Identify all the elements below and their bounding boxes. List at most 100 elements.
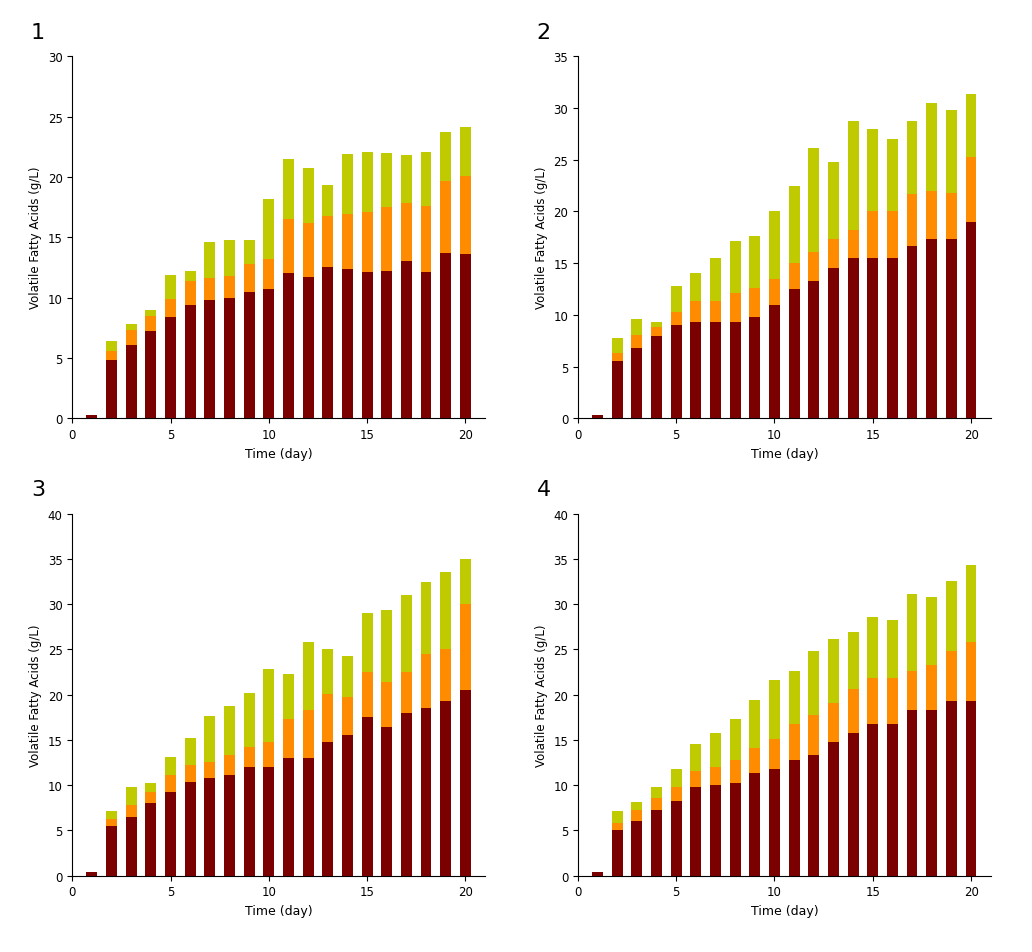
Bar bbox=[322, 216, 333, 268]
Bar bbox=[224, 776, 235, 876]
Bar bbox=[401, 205, 412, 262]
Bar bbox=[671, 287, 681, 312]
Bar bbox=[632, 822, 642, 876]
Bar bbox=[788, 289, 800, 419]
Bar bbox=[730, 783, 741, 876]
Bar bbox=[185, 765, 196, 782]
Bar bbox=[769, 769, 780, 876]
Bar bbox=[710, 323, 721, 419]
Bar bbox=[322, 694, 333, 742]
Bar bbox=[651, 323, 662, 327]
Bar bbox=[612, 823, 622, 830]
Bar bbox=[671, 787, 681, 801]
Bar bbox=[769, 681, 780, 740]
Bar bbox=[302, 710, 314, 758]
Bar bbox=[671, 769, 681, 787]
Bar bbox=[927, 597, 937, 665]
Bar bbox=[946, 193, 957, 240]
Bar bbox=[165, 792, 175, 876]
Bar bbox=[966, 223, 976, 419]
Bar bbox=[185, 306, 196, 419]
Bar bbox=[710, 302, 721, 323]
Bar bbox=[788, 187, 800, 264]
Y-axis label: Volatile Fatty Acids (g/L): Volatile Fatty Acids (g/L) bbox=[29, 624, 42, 766]
Bar bbox=[710, 259, 721, 302]
Bar bbox=[421, 708, 431, 876]
Bar bbox=[263, 199, 275, 260]
Bar bbox=[808, 149, 819, 252]
Bar bbox=[867, 212, 878, 259]
Bar bbox=[224, 705, 235, 756]
Bar bbox=[263, 289, 275, 419]
Bar bbox=[342, 269, 353, 419]
Bar bbox=[185, 782, 196, 876]
Bar bbox=[690, 787, 702, 876]
Bar bbox=[769, 306, 780, 419]
Bar bbox=[302, 278, 314, 419]
Bar bbox=[224, 298, 235, 419]
Bar bbox=[283, 220, 294, 274]
Bar bbox=[361, 212, 373, 273]
Bar bbox=[342, 215, 353, 269]
Bar bbox=[361, 614, 373, 672]
Bar bbox=[421, 273, 431, 419]
Bar bbox=[283, 720, 294, 758]
Bar bbox=[244, 292, 255, 419]
Bar bbox=[382, 153, 392, 208]
Bar bbox=[730, 242, 741, 294]
Bar bbox=[421, 152, 431, 207]
Bar bbox=[146, 332, 156, 419]
Bar bbox=[966, 157, 976, 223]
Legend: Acetic Acid (g/L), Propionic Acid (g/L), Butyric Acid (g/L): Acetic Acid (g/L), Propionic Acid (g/L),… bbox=[604, 526, 753, 580]
Bar bbox=[730, 323, 741, 419]
Bar bbox=[966, 702, 976, 876]
Bar bbox=[126, 346, 136, 419]
Bar bbox=[651, 787, 662, 798]
Bar bbox=[867, 724, 878, 876]
Bar bbox=[710, 767, 721, 785]
Bar bbox=[106, 812, 117, 819]
Bar bbox=[283, 160, 294, 220]
Bar bbox=[204, 279, 216, 301]
Bar bbox=[690, 302, 702, 323]
Bar bbox=[730, 760, 741, 783]
Bar bbox=[927, 240, 937, 419]
Bar bbox=[946, 651, 957, 702]
Bar bbox=[126, 787, 136, 805]
Bar bbox=[749, 237, 761, 288]
Bar bbox=[441, 133, 451, 181]
Bar bbox=[165, 300, 175, 318]
Bar bbox=[165, 275, 175, 300]
Bar bbox=[710, 733, 721, 767]
Bar bbox=[966, 95, 976, 157]
X-axis label: Time (day): Time (day) bbox=[750, 904, 818, 917]
Bar bbox=[966, 565, 976, 643]
Bar bbox=[867, 129, 878, 212]
Bar bbox=[888, 679, 898, 724]
Bar bbox=[302, 758, 314, 876]
Bar bbox=[847, 122, 859, 230]
Bar bbox=[828, 704, 839, 742]
Bar bbox=[946, 702, 957, 876]
Bar bbox=[788, 724, 800, 760]
Bar bbox=[460, 255, 471, 419]
Bar bbox=[888, 620, 898, 679]
Bar bbox=[460, 605, 471, 690]
Bar bbox=[749, 288, 761, 318]
Bar bbox=[847, 733, 859, 876]
Bar bbox=[808, 756, 819, 876]
Bar bbox=[361, 152, 373, 212]
Bar bbox=[632, 335, 642, 348]
Bar bbox=[888, 140, 898, 212]
Bar bbox=[204, 778, 216, 876]
Bar bbox=[441, 572, 451, 649]
Bar bbox=[126, 805, 136, 817]
Bar bbox=[421, 654, 431, 708]
Bar bbox=[263, 767, 275, 876]
Bar bbox=[87, 415, 97, 419]
Text: 2: 2 bbox=[537, 23, 551, 43]
Bar bbox=[828, 240, 839, 269]
Bar bbox=[185, 739, 196, 765]
Bar bbox=[322, 268, 333, 419]
Bar bbox=[907, 194, 917, 247]
